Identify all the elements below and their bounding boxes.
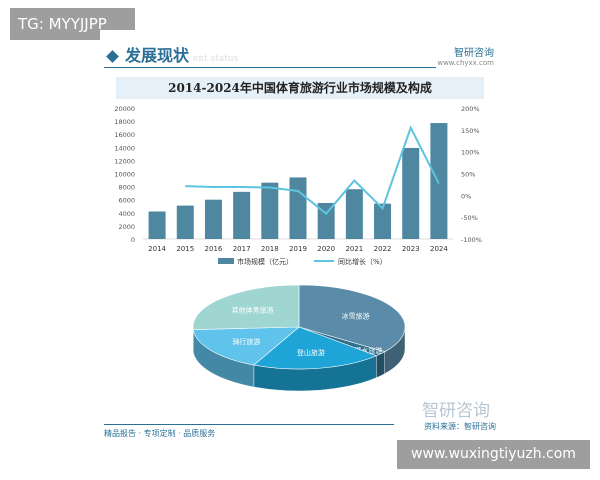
y-tick-label: 14000: [114, 144, 135, 152]
y2-tick-label: 200%: [461, 105, 480, 113]
y2-tick-label: 100%: [461, 149, 480, 157]
x-tick-label: 2022: [374, 245, 392, 253]
legend-bar-label: 市场规模（亿元）: [237, 257, 293, 266]
y-tick-label: 18000: [114, 118, 135, 126]
pie-slice: [192, 326, 300, 366]
bar: [374, 203, 392, 239]
x-tick-label: 2017: [233, 245, 251, 253]
bar: [430, 123, 448, 239]
y-tick-label: 16000: [114, 131, 135, 139]
y-tick-label: 12000: [114, 157, 135, 165]
bar: [176, 205, 194, 239]
x-tick-label: 2016: [205, 245, 223, 253]
x-tick-label: 2021: [345, 245, 363, 253]
y2-tick-label: 50%: [461, 171, 475, 179]
pie-label: 登山旅游: [297, 348, 325, 357]
legend-line-label: 同比增长（%）: [338, 257, 387, 266]
x-tick-label: 2024: [430, 245, 448, 253]
footer-slogan: 精品报告 · 专项定制 · 品质服务: [104, 429, 216, 438]
x-tick-label: 2015: [176, 245, 194, 253]
section-header: 发展现状 ent status: [106, 42, 239, 66]
bar: [402, 147, 420, 239]
site-overlay: www.wuxingtiyuzh.com: [397, 440, 590, 469]
y-tick-label: 10000: [114, 171, 135, 179]
x-tick-label: 2018: [261, 245, 279, 253]
watermark-logo: 智研咨询: [422, 401, 490, 421]
bar: [317, 202, 335, 239]
section-title: 发展现状: [125, 46, 190, 65]
y-tick-label: 6000: [118, 197, 135, 205]
y-tick-label: 2000: [118, 223, 135, 231]
bar: [345, 189, 363, 239]
pie-slice: [298, 284, 406, 353]
bar: [261, 182, 279, 239]
x-tick-label: 2019: [289, 245, 307, 253]
pie-slice-side: [376, 351, 385, 379]
source-note: 资料来源：智研咨询: [424, 422, 496, 431]
x-tick-label: 2020: [317, 245, 335, 253]
growth-line: [185, 125, 440, 216]
y2-tick-label: -50%: [461, 214, 478, 222]
x-tick-label: 2014: [148, 245, 166, 253]
y2-tick-label: -100%: [461, 236, 482, 244]
legend-bar-swatch: [218, 258, 234, 264]
y-tick-label: 0: [131, 236, 135, 244]
tg-overlay: TG: MYYJJPP: [10, 8, 135, 40]
y-tick-label: 20000: [114, 105, 135, 113]
bar: [204, 199, 222, 239]
bar: [289, 177, 307, 239]
pie-label: 冰雪旅游: [342, 312, 370, 321]
x-tick-label: 2023: [402, 245, 420, 253]
pie-label: 潜水旅游: [354, 346, 382, 355]
y-tick-label: 4000: [118, 210, 135, 218]
bar: [148, 211, 166, 239]
bar: [233, 191, 251, 239]
footer-divider: [104, 424, 394, 425]
y2-tick-label: 0%: [461, 192, 471, 200]
pie-label: 骑行旅游: [232, 337, 260, 346]
brand-logo: 智研咨询 www.chyxx.com: [437, 44, 494, 67]
logo-url: www.chyxx.com: [437, 59, 494, 67]
y-tick-label: 8000: [118, 184, 135, 192]
pie-slice: [192, 284, 300, 330]
logo-text: 智研咨询: [454, 48, 494, 59]
pie-slice: [253, 326, 378, 370]
chart-title: 2014-2024年中国体育旅游行业市场规模及构成: [116, 77, 484, 99]
y2-tick-label: 150%: [461, 127, 480, 135]
section-subtitle: ent status: [193, 54, 239, 64]
pie-label: 其他体育旅游: [232, 306, 274, 315]
header-divider: [104, 67, 436, 68]
